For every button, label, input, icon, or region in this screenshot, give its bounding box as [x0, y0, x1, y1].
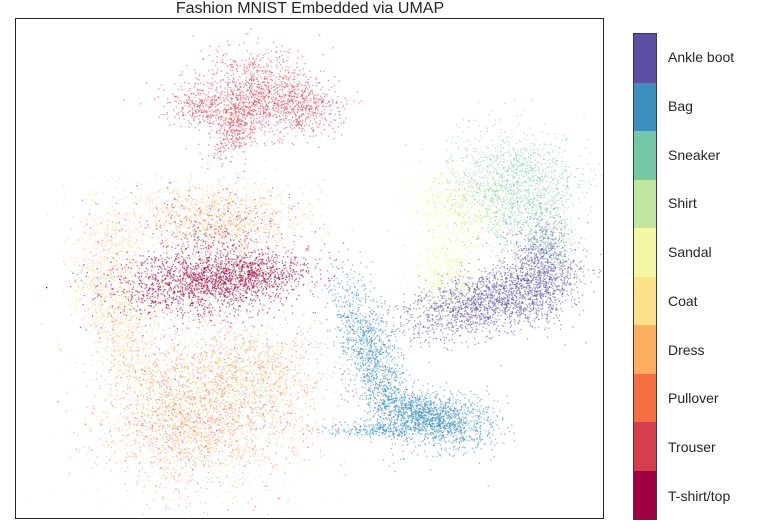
colorbar-label: Ankle boot — [668, 49, 734, 65]
scatter-plot-area — [15, 18, 604, 519]
colorbar-segment-sandal — [634, 228, 656, 277]
colorbar-segment-coat — [634, 276, 656, 325]
colorbar-label: T-shirt/top — [668, 488, 730, 504]
colorbar-label: Coat — [668, 293, 698, 309]
colorbar-segment-dress — [634, 325, 656, 374]
umap-scatter-points — [25, 28, 602, 517]
colorbar-segment-sneaker — [634, 131, 656, 180]
chart-title: Fashion MNIST Embedded via UMAP — [15, 0, 605, 18]
colorbar-segment-ankle-boot — [634, 34, 656, 83]
colorbar-segment-trouser — [634, 422, 656, 471]
colorbar-segment-t-shirt-top — [634, 470, 656, 519]
colorbar-segment-bag — [634, 82, 656, 131]
colorbar-label: Pullover — [668, 390, 719, 406]
colorbar-label: Sandal — [668, 244, 712, 260]
colorbar-label: Sneaker — [668, 147, 720, 163]
colorbar-label: Dress — [668, 342, 705, 358]
colorbar-label: Shirt — [668, 195, 697, 211]
colorbar-segment-shirt — [634, 179, 656, 228]
colorbar-label: Trouser — [668, 439, 716, 455]
colorbar — [633, 33, 657, 520]
colorbar-segment-pullover — [634, 373, 656, 422]
colorbar-label: Bag — [668, 98, 693, 114]
